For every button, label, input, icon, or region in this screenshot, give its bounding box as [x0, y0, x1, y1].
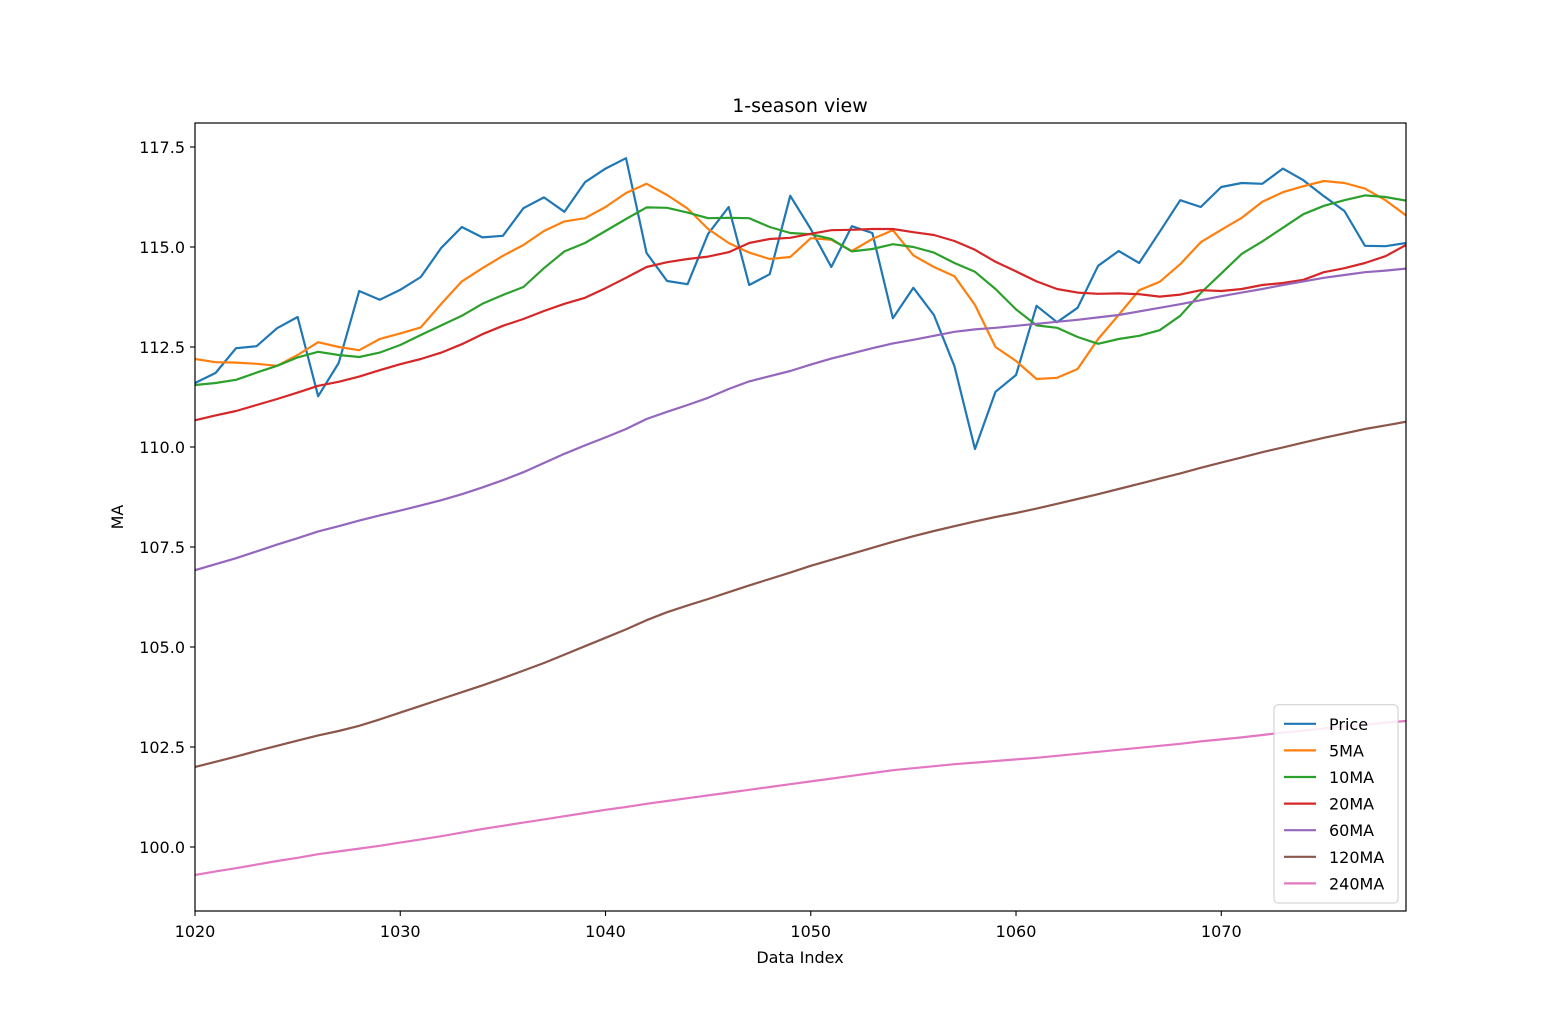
y-tick-label: 112.5	[139, 338, 185, 357]
series-line-240ma	[195, 719, 1406, 877]
x-tick-label: 1030	[380, 922, 421, 941]
y-axis-label: MA	[108, 505, 127, 530]
series-line-20ma	[195, 227, 1406, 422]
legend-label: 240MA	[1329, 874, 1384, 893]
series-line-5ma	[195, 179, 1406, 381]
x-axis: 1020 1030 1040 1050 1060 1070	[175, 911, 1242, 941]
legend-box	[1273, 704, 1399, 904]
legend-label: 10MA	[1329, 768, 1374, 787]
legend-label: 60MA	[1329, 821, 1374, 840]
legend-label: 120MA	[1329, 848, 1384, 867]
x-axis-label: Data Index	[756, 948, 843, 967]
series-line-price	[195, 157, 1406, 451]
y-tick-label: 117.5	[139, 138, 185, 157]
y-tick-label: 107.5	[139, 538, 185, 557]
y-tick-label: 110.0	[139, 438, 185, 457]
series-line-120ma	[195, 420, 1406, 769]
x-tick-label: 1070	[1201, 922, 1242, 941]
y-axis: 100.0 102.5 105.0 107.5 110.0 112.5 115.0 117.5	[139, 138, 195, 857]
legend: Price 5MA 10MA 20MA 60MA 120MA 240MA	[1273, 704, 1399, 904]
y-tick-label: 105.0	[139, 638, 185, 657]
y-tick-label: 102.5	[139, 738, 185, 757]
x-tick-label: 1040	[585, 922, 626, 941]
series-line-60ma	[195, 267, 1406, 572]
legend-label: 20MA	[1329, 795, 1374, 814]
y-tick-label: 100.0	[139, 838, 185, 857]
x-tick-label: 1020	[175, 922, 216, 941]
chart-title: 1-season view	[732, 95, 868, 117]
y-tick-label: 115.0	[139, 238, 185, 257]
plot-frame	[194, 122, 1407, 912]
legend-label: Price	[1329, 715, 1368, 734]
x-tick-label: 1050	[790, 922, 831, 941]
series-layer	[195, 157, 1406, 877]
x-tick-label: 1060	[996, 922, 1037, 941]
legend-label: 5MA	[1329, 741, 1364, 760]
